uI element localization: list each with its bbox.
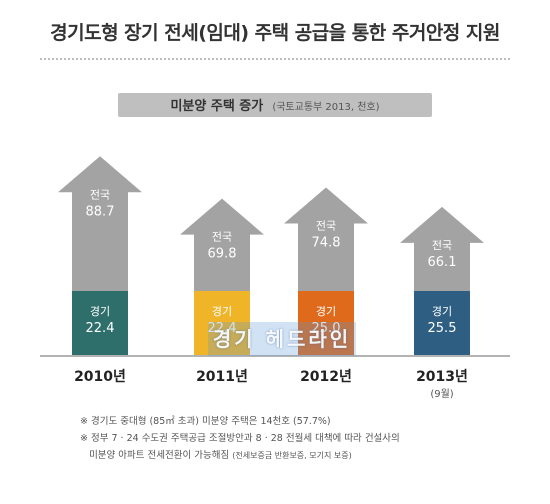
label-gyeonggi-value-3: 25.0 [312, 321, 341, 336]
footnote-1: ※ 경기도 중대형 (85㎡ 초과) 미분양 주택은 14천호 (57.7%) [80, 416, 331, 427]
label-national-name-1: 전국 [90, 188, 110, 201]
chart-subtitle-bar: 미분양 주택 증가 (국토교통부 2013, 천호) [118, 93, 432, 117]
footnote-3: 미분양 아파트 전세전환이 가능해짐 (전세보증금 반환보증, 모기지 보증) [80, 447, 520, 464]
title-divider [40, 58, 510, 60]
label-national-value-3: 74.8 [312, 235, 341, 250]
label-gyeonggi-value-2: 22.4 [208, 321, 237, 336]
bar-gyeonggi-3 [298, 291, 354, 355]
label-national-name-3: 전국 [316, 219, 336, 232]
label-gyeonggi-name-4: 경기 [432, 305, 452, 318]
label-gyeonggi-name-2: 경기 [212, 305, 232, 318]
label-gyeonggi-name-3: 경기 [316, 305, 336, 318]
watermark-logo: 경기 헤드라인 [208, 322, 356, 356]
bar-gyeonggi-2 [194, 291, 250, 355]
category-label-1: 2010년 [74, 369, 126, 385]
label-national-value-2: 69.8 [208, 247, 237, 262]
footnote-3-text: 미분양 아파트 전세전환이 가능해짐 [89, 450, 230, 461]
label-gyeonggi-value-1: 22.4 [86, 321, 115, 336]
label-national-value-1: 88.7 [86, 204, 115, 219]
label-national-value-4: 66.1 [428, 255, 457, 270]
chart-subtitle: 미분양 주택 증가 [170, 99, 264, 114]
category-note-4: (9월) [430, 388, 453, 400]
page-title: 경기도형 장기 전세(임대) 주택 공급을 통한 주거안정 지원 [50, 22, 500, 44]
category-label-3: 2012년 [300, 369, 352, 385]
chart-source: (국토교통부 2013, 천호) [272, 102, 380, 113]
category-label-4: 2013년 [416, 369, 468, 385]
bar-gyeonggi-4 [414, 291, 470, 355]
bar-gyeonggi-1 [72, 291, 128, 355]
label-gyeonggi-name-1: 경기 [90, 305, 110, 318]
label-national-name-2: 전국 [212, 231, 232, 244]
footnote-2: ※ 정부 7 · 24 수도권 주택공급 조절방안과 8 · 28 전월세 대책… [80, 433, 400, 444]
label-gyeonggi-value-4: 25.5 [428, 321, 457, 336]
category-label-2: 2011년 [196, 369, 248, 385]
label-national-name-4: 전국 [432, 239, 452, 252]
footnote-3-detail: (전세보증금 반환보증, 모기지 보증) [232, 451, 352, 460]
footnotes: ※ 경기도 중대형 (85㎡ 초과) 미분양 주택은 14천호 (57.7%) … [80, 413, 520, 464]
